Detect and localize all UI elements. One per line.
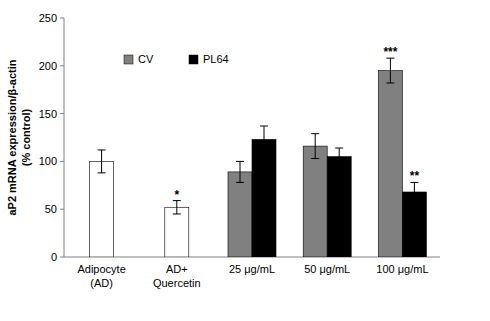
error-cap (173, 213, 181, 214)
error-line (176, 201, 177, 214)
y-tick-label: 100 (39, 155, 57, 167)
background (0, 0, 490, 321)
error-cap (386, 83, 394, 84)
error-cap (410, 201, 418, 202)
y-axis-title: (% control) (20, 108, 32, 166)
y-tick (60, 65, 64, 66)
error-cap (260, 152, 268, 153)
bar (252, 139, 276, 257)
error-bar (335, 148, 343, 165)
error-bar (236, 161, 244, 182)
y-axis-title: aP2 mRNA expression/β-actin (6, 59, 18, 215)
chart: 0 50 100 150 200 250 aP2 mRNA expression/β-act… (0, 0, 490, 321)
error-bar (260, 126, 268, 153)
bar (378, 71, 402, 257)
annotations: ****** (174, 45, 419, 201)
x-tick-label-line: AD+ (166, 263, 188, 275)
error-line (240, 161, 241, 182)
x-tick-label-line: 50 μg/mL (304, 263, 350, 275)
error-bar (173, 201, 181, 214)
error-cap (98, 149, 106, 150)
x-tick-label-line: 25 μg/mL (229, 263, 275, 275)
x-tick-label-line: Quercetin (153, 277, 201, 289)
significance: * (174, 188, 179, 202)
y-tick-label: 250 (39, 12, 57, 24)
y-tick-label: 0 (51, 251, 57, 263)
legend-swatch (189, 55, 198, 64)
error-cap (236, 182, 244, 183)
y-tick (60, 257, 64, 258)
y-tick-label: 200 (39, 60, 57, 72)
y-tick (60, 113, 64, 114)
significance: ** (410, 169, 420, 183)
bar (402, 192, 426, 257)
error-cap (335, 165, 343, 166)
legend-label: PL64 (203, 53, 229, 65)
error-line (339, 148, 340, 165)
error-bar (311, 134, 319, 159)
significance: *** (383, 45, 397, 59)
bar (165, 207, 189, 257)
x-tick-label: 50 μg/mL (304, 263, 350, 275)
error-cap (98, 172, 106, 173)
error-bar (98, 150, 106, 173)
error-line (101, 150, 102, 173)
legend-label: CV (138, 53, 154, 65)
bar (90, 161, 114, 257)
error-cap (260, 126, 268, 127)
y-tick (60, 18, 64, 19)
y-tick-label: 150 (39, 108, 57, 120)
error-cap (311, 133, 319, 134)
x-tick-label: 25 μg/mL (229, 263, 275, 275)
legend: CV PL64 (124, 53, 229, 65)
error-bar (410, 182, 418, 201)
y-tick-label: 50 (45, 203, 57, 215)
x-tick-label-line: Adipocyte (77, 263, 125, 275)
error-cap (236, 161, 244, 162)
y-tick (60, 161, 64, 162)
error-cap (335, 148, 343, 149)
x-tick-label: 100 μg/mL (376, 263, 428, 275)
error-cap (311, 158, 319, 159)
legend-swatch (124, 55, 133, 64)
bar (303, 146, 327, 257)
y-axis (64, 18, 65, 257)
error-line (390, 58, 391, 83)
x-tick-label: Adipocyte (AD) (77, 263, 125, 289)
error-line (264, 126, 265, 153)
error-bar (386, 58, 394, 83)
x-tick-label-line: 100 μg/mL (376, 263, 428, 275)
error-line (315, 134, 316, 159)
error-line (414, 182, 415, 201)
x-tick-label: AD+ Quercetin (153, 263, 201, 289)
bar (327, 157, 351, 257)
y-tick (60, 209, 64, 210)
bars (90, 58, 427, 257)
x-tick-label-line: (AD) (90, 277, 113, 289)
bar (228, 172, 252, 257)
